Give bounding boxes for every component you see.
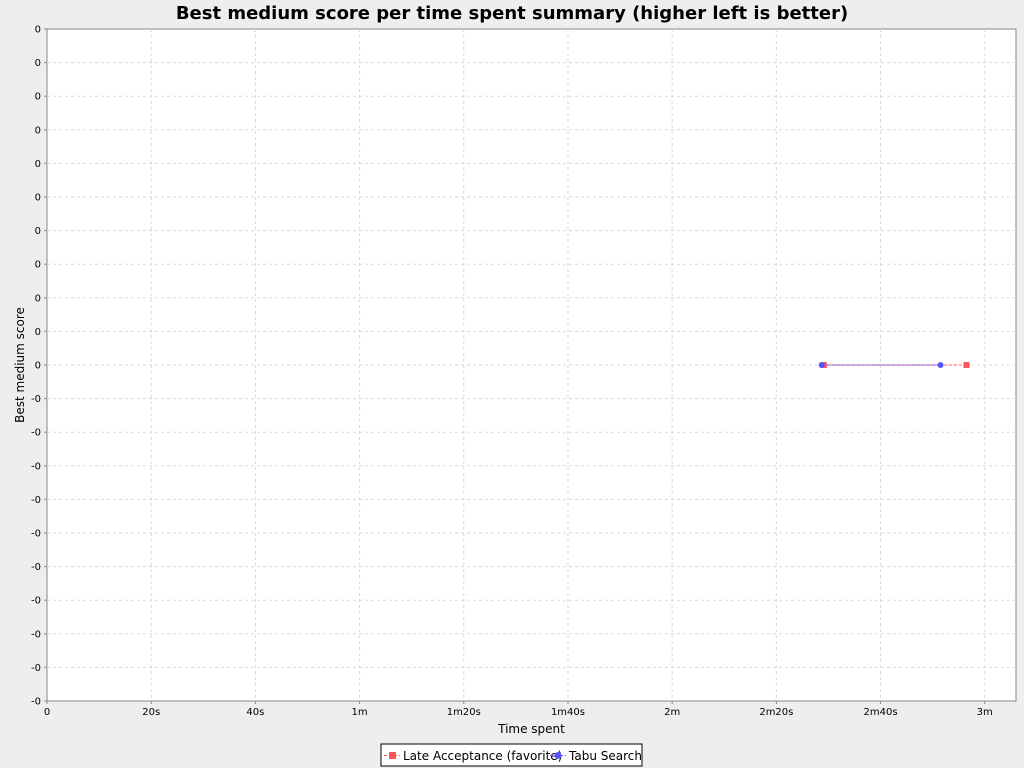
legend-label-tabu-search: Tabu Search (568, 749, 642, 763)
x-tick-label: 0 (44, 707, 50, 718)
y-tick-label: 0 (35, 58, 41, 69)
y-axis-label: Best medium score (13, 307, 27, 423)
grid-lines (47, 29, 1016, 701)
y-tick-label: 0 (35, 226, 41, 237)
x-axis-label: Time spent (497, 722, 565, 736)
x-tick-label: 20s (142, 707, 160, 718)
y-tick-label: -0 (31, 663, 41, 674)
y-axis-ticks: 0 0 0 0 0 0 0 0 0 0 0 -0 -0 -0 -0 -0 -0 -0 -0 -0 -0 (31, 25, 47, 708)
y-tick-label: 0 (35, 361, 41, 372)
y-tick-label: 0 (35, 25, 41, 36)
x-tick-label: 40s (246, 707, 264, 718)
y-tick-label: 0 (35, 92, 41, 103)
data-point-tabu-search[interactable] (818, 362, 825, 368)
y-tick-label: -0 (31, 428, 41, 439)
y-tick-label: -0 (31, 461, 41, 472)
x-tick-label: 1m20s (447, 707, 481, 718)
data-point-tabu-search[interactable] (937, 362, 944, 368)
x-tick-label: 3m (977, 707, 993, 718)
y-tick-label: -0 (31, 529, 41, 540)
y-tick-label: 0 (35, 193, 41, 204)
y-tick-label: -0 (31, 629, 41, 640)
x-tick-label: 1m40s (551, 707, 585, 718)
legend-marker-tabu-search (554, 752, 562, 759)
x-tick-label: 2m20s (759, 707, 793, 718)
y-tick-label: 0 (35, 327, 41, 338)
data-point-late-acceptance-favorite[interactable] (963, 362, 970, 368)
y-tick-label: 0 (35, 159, 41, 170)
y-tick-label: -0 (31, 596, 41, 607)
legend: Late Acceptance (favorite) Tabu Search (380, 743, 643, 767)
y-tick-label: -0 (31, 394, 41, 405)
legend-marker-late-acceptance (389, 752, 396, 759)
chart-title: Best medium score per time spent summary… (176, 3, 848, 24)
y-tick-label: -0 (31, 697, 41, 708)
x-axis-ticks: 0 20s 40s 1m 1m20s 1m40s 2m 2m20s 2m40s 3m (44, 701, 993, 718)
series-layer (818, 362, 970, 368)
y-tick-label: -0 (31, 495, 41, 506)
legend-label-late-acceptance: Late Acceptance (favorite) (403, 749, 562, 763)
x-tick-label: 1m (352, 707, 368, 718)
legend-box (380, 743, 643, 767)
series-tabu-search (818, 362, 944, 368)
y-tick-label: 0 (35, 125, 41, 136)
x-tick-label: 2m40s (864, 707, 898, 718)
y-tick-label: 0 (35, 260, 41, 271)
y-tick-label: -0 (31, 562, 41, 573)
x-tick-label: 2m (664, 707, 680, 718)
y-tick-label: 0 (35, 293, 41, 304)
